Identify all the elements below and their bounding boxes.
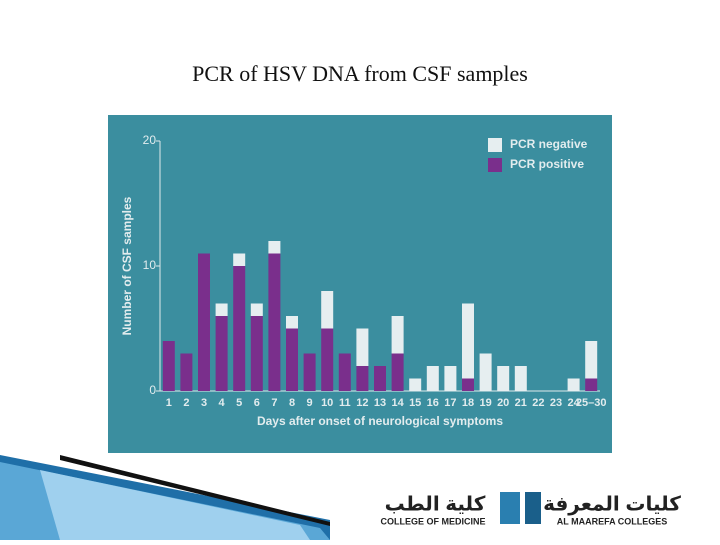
x-tick-label: 1 bbox=[166, 397, 172, 409]
x-tick-label: 25–30 bbox=[576, 397, 607, 409]
x-tick-label: 13 bbox=[374, 397, 386, 409]
x-tick-label: 10 bbox=[321, 397, 333, 409]
bar bbox=[286, 316, 298, 329]
logo-arabic: كلية الطب bbox=[385, 493, 486, 515]
bar bbox=[391, 353, 404, 391]
bar bbox=[215, 316, 228, 391]
bar bbox=[180, 353, 193, 391]
y-tick-label: 10 bbox=[143, 258, 157, 272]
bar bbox=[198, 253, 210, 391]
x-tick-label: 4 bbox=[219, 397, 226, 409]
bar bbox=[268, 253, 281, 391]
x-tick-label: 11 bbox=[339, 397, 351, 409]
x-tick-label: 23 bbox=[550, 397, 562, 409]
bar bbox=[567, 378, 580, 391]
bar bbox=[514, 366, 527, 391]
x-tick-label: 14 bbox=[391, 397, 404, 409]
legend-swatch bbox=[488, 138, 502, 152]
bar bbox=[286, 328, 298, 391]
bar bbox=[479, 353, 492, 391]
x-tick-label: 22 bbox=[532, 397, 544, 409]
y-tick-label: 0 bbox=[149, 383, 156, 397]
bar bbox=[497, 366, 510, 391]
y-axis-label: Number of CSF samples bbox=[120, 196, 134, 335]
slide-title: PCR of HSV DNA from CSF samples bbox=[192, 61, 528, 86]
bar bbox=[268, 241, 281, 254]
x-tick-label: 17 bbox=[444, 397, 456, 409]
bar bbox=[321, 328, 334, 391]
bar bbox=[303, 353, 316, 391]
x-tick-label: 21 bbox=[515, 397, 527, 409]
logo-arabic: كليات المعرفة bbox=[543, 493, 681, 515]
legend-swatch bbox=[488, 158, 502, 172]
bar bbox=[356, 328, 369, 366]
bar bbox=[233, 253, 246, 266]
bar bbox=[356, 366, 369, 391]
x-tick-label: 6 bbox=[254, 397, 260, 409]
bar bbox=[162, 341, 175, 391]
bar bbox=[321, 291, 334, 329]
bar bbox=[462, 303, 474, 379]
bar bbox=[409, 378, 422, 391]
x-tick-label: 3 bbox=[201, 397, 207, 409]
x-tick-label: 5 bbox=[236, 397, 242, 409]
bar bbox=[585, 378, 598, 391]
logo-text: COLLEGE OF MEDICINE bbox=[380, 516, 485, 526]
x-tick-label: 9 bbox=[307, 397, 313, 409]
x-axis-label: Days after onset of neurological symptom… bbox=[257, 414, 503, 428]
bar bbox=[233, 266, 246, 391]
x-tick-label: 16 bbox=[427, 397, 439, 409]
x-tick-label: 15 bbox=[409, 397, 421, 409]
x-tick-label: 8 bbox=[289, 397, 295, 409]
x-tick-label: 19 bbox=[479, 397, 491, 409]
bar bbox=[215, 303, 228, 316]
x-tick-label: 24 bbox=[567, 397, 580, 409]
bar bbox=[250, 303, 263, 316]
x-tick-label: 20 bbox=[497, 397, 509, 409]
bar bbox=[585, 341, 598, 379]
bar bbox=[374, 366, 386, 391]
x-tick-label: 18 bbox=[462, 397, 474, 409]
x-tick-label: 2 bbox=[183, 397, 189, 409]
bar bbox=[444, 366, 457, 391]
bar bbox=[426, 366, 439, 391]
y-tick-label: 20 bbox=[143, 133, 157, 147]
footer-swoosh bbox=[40, 470, 310, 540]
footer-line bbox=[60, 455, 330, 526]
chart-background bbox=[108, 115, 612, 453]
bar bbox=[338, 353, 351, 391]
logo-icon bbox=[500, 492, 541, 524]
bar bbox=[462, 378, 474, 391]
x-tick-label: 12 bbox=[356, 397, 368, 409]
legend-label: PCR positive bbox=[510, 157, 584, 171]
legend-label: PCR negative bbox=[510, 137, 588, 151]
bar bbox=[250, 316, 263, 391]
bar bbox=[391, 316, 404, 354]
x-tick-label: 7 bbox=[271, 397, 277, 409]
logo-text: AL MAAREFA COLLEGES bbox=[557, 516, 668, 526]
